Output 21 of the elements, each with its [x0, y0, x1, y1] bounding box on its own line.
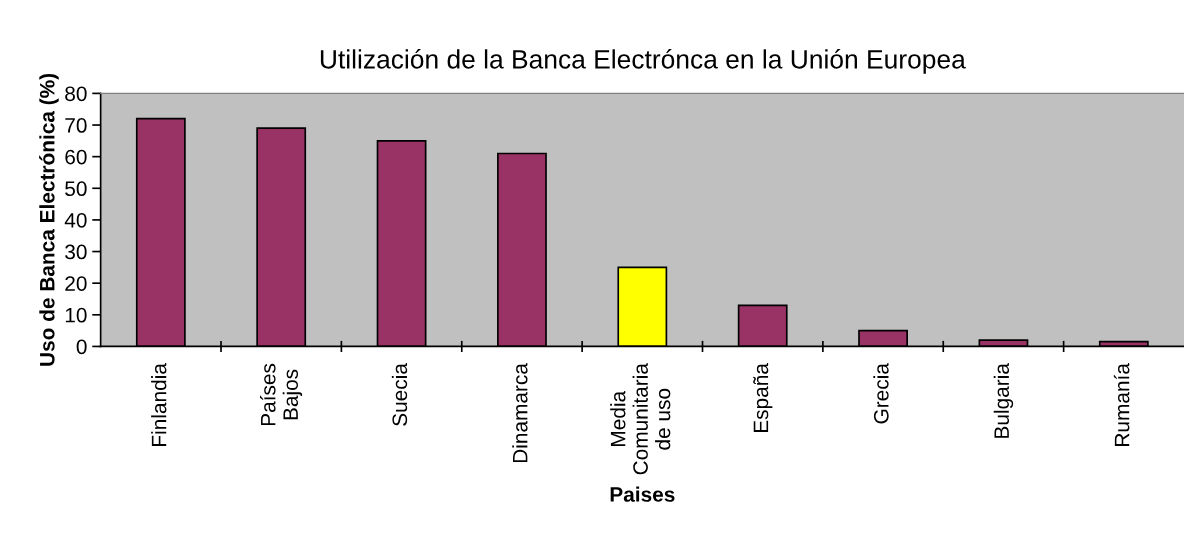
- y-tick-label: 10: [65, 307, 87, 323]
- y-tick-label: 80: [65, 86, 87, 102]
- x-tick-label: Bulgaria: [993, 363, 1014, 438]
- x-tick-label: Rumanía: [1113, 363, 1130, 446]
- chart-title: Utilización de la Banca Electrónca en la Unión Europea: [320, 48, 966, 74]
- x-tick-label: Dinamarca: [512, 363, 528, 463]
- x-tick-label: España: [753, 363, 773, 433]
- y-tick-label: 50: [65, 181, 87, 197]
- y-tick-label: 40: [64, 212, 87, 228]
- x-tick-label: Media Comunitaria de uso: [610, 363, 671, 475]
- y-axis-title: Uso de Banca Electrónica (%): [39, 73, 59, 366]
- y-tick-label: 20: [65, 276, 87, 291]
- x-axis-title: Paises: [610, 486, 675, 502]
- y-tick-label: 0: [76, 339, 87, 355]
- y-tick-label: 70: [65, 118, 87, 133]
- x-tick-label: Grecia: [873, 363, 889, 424]
- x-tick-label: Países Bajos: [260, 363, 303, 426]
- x-tick-label: Suecia: [391, 363, 408, 426]
- y-tick-label: 60: [65, 149, 87, 165]
- y-tick-label: 30: [65, 244, 87, 260]
- x-tick-label: Finlandia: [151, 363, 167, 446]
